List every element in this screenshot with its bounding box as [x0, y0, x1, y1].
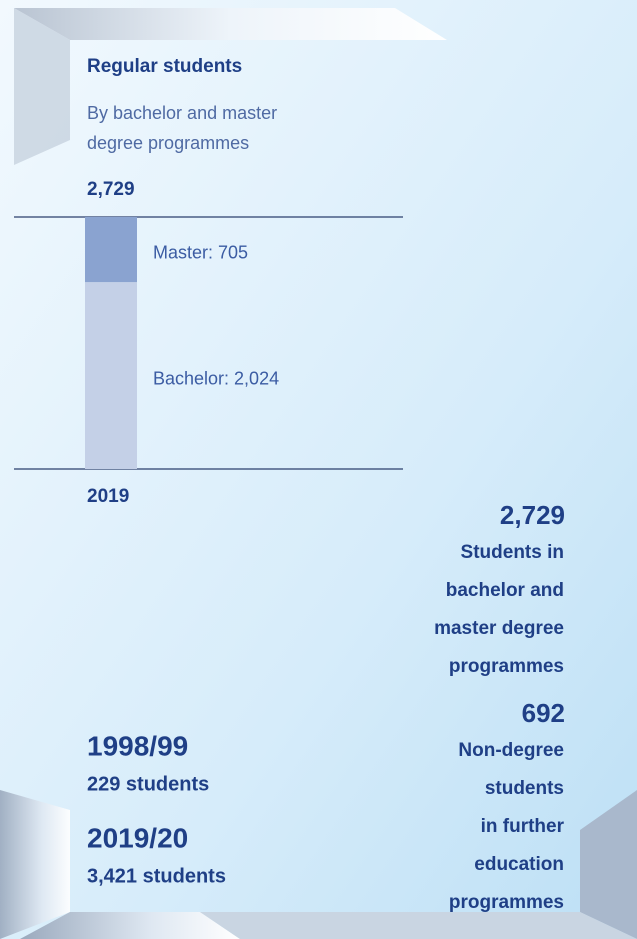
history-text: 229 students: [87, 773, 209, 795]
stat-text: programmes: [449, 892, 564, 913]
stat-text: in further: [481, 816, 565, 837]
subtitle: degree programmes: [87, 133, 249, 153]
bevel-left: [14, 8, 70, 165]
stat-value: 692: [522, 698, 565, 728]
history-text: 3,421 students: [87, 865, 226, 887]
bar-segment: [85, 282, 137, 469]
bar-segment: [85, 217, 137, 283]
subtitle: By bachelor and master: [87, 103, 277, 123]
history-year: 2019/20: [87, 822, 188, 853]
x-tick-label: 2019: [87, 486, 129, 507]
stat-text: Non-degree: [458, 740, 564, 761]
stat-text: education: [474, 854, 564, 875]
stat-text: Students in: [461, 542, 564, 563]
chart-title: Regular students: [87, 56, 242, 77]
bevel-bottom: [20, 912, 240, 939]
value-label: Master: 705: [153, 242, 248, 262]
stat-value: 2,729: [500, 500, 565, 530]
bevel-bottom-left: [0, 790, 70, 939]
bevel-bottom-right: [200, 912, 637, 939]
value-label: Bachelor: 2,024: [153, 368, 279, 388]
total-label: 2,729: [87, 179, 135, 200]
stat-text: programmes: [449, 656, 564, 677]
bevel-right: [580, 790, 637, 939]
history-year: 1998/99: [87, 730, 188, 761]
stat-text: students: [485, 778, 564, 799]
stat-text: master degree: [434, 618, 564, 639]
bevel-top: [14, 8, 447, 40]
stat-text: bachelor and: [446, 580, 564, 601]
